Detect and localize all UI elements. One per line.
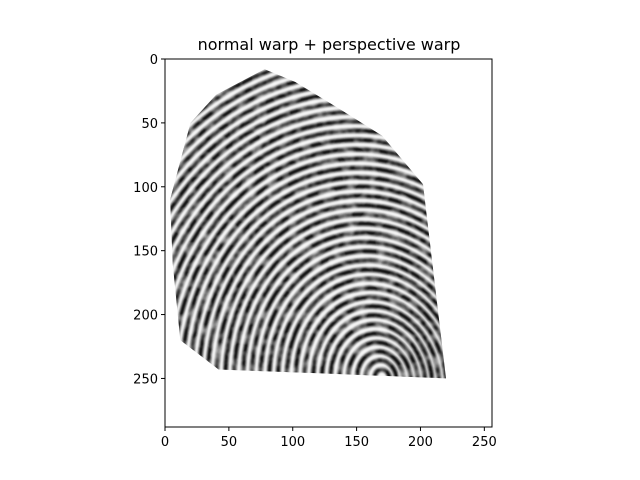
y-tick-label: 200: [133, 309, 158, 324]
x-tick-label: 100: [280, 435, 305, 450]
y-tick-label: 0: [150, 53, 158, 68]
x-tick-label: 50: [221, 435, 238, 450]
x-tick-label: 150: [344, 435, 369, 450]
y-axis-ticks: 0 50 100 150 200 250: [133, 53, 165, 387]
axes-frame: [164, 58, 493, 428]
x-tick-label: 200: [408, 435, 433, 450]
x-axis-ticks: 0 50 100 150 200 250: [161, 427, 497, 450]
y-tick-label: 250: [133, 372, 158, 387]
y-tick-label: 150: [133, 245, 158, 260]
y-tick-label: 50: [141, 117, 158, 132]
y-tick-label: 100: [133, 181, 158, 196]
x-tick-label: 0: [161, 435, 169, 450]
fingerprint-image: [165, 59, 492, 427]
figure-title: normal warp + perspective warp: [198, 35, 461, 54]
x-tick-label: 250: [472, 435, 497, 450]
